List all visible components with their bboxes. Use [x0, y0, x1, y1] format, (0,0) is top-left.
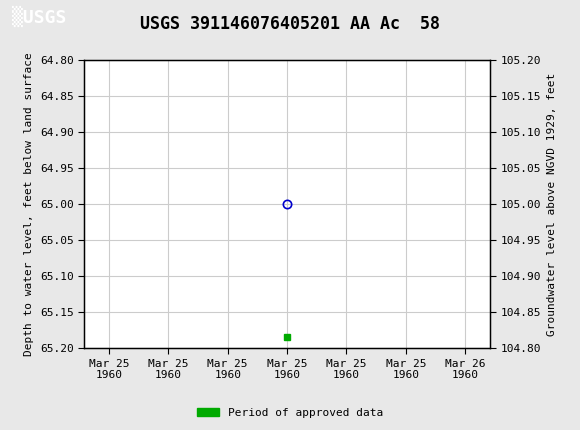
Y-axis label: Depth to water level, feet below land surface: Depth to water level, feet below land su…	[24, 52, 34, 356]
Text: USGS 391146076405201 AA Ac  58: USGS 391146076405201 AA Ac 58	[140, 15, 440, 33]
Y-axis label: Groundwater level above NGVD 1929, feet: Groundwater level above NGVD 1929, feet	[546, 73, 557, 336]
Legend: Period of approved data: Period of approved data	[193, 403, 387, 422]
Text: ▒USGS: ▒USGS	[12, 6, 66, 27]
